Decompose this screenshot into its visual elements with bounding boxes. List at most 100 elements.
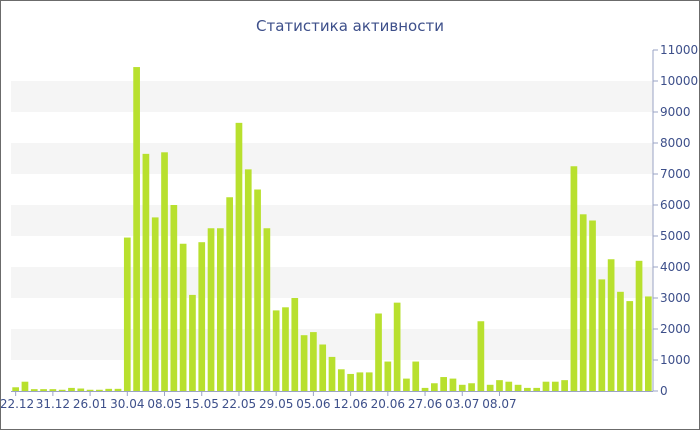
x-tick-label: 27.06 [408, 397, 442, 411]
x-tick-label: 22.05 [222, 397, 256, 411]
bar [468, 383, 475, 391]
y-tick-label: 2000 [660, 322, 691, 336]
y-tick-label: 5000 [660, 229, 691, 243]
grid-bands [11, 81, 653, 360]
bar [161, 152, 168, 391]
y-tick-label: 4000 [660, 260, 691, 274]
bar [142, 153, 150, 391]
bar [524, 387, 531, 391]
bar [617, 291, 624, 391]
bar [21, 381, 29, 391]
grid-band [11, 329, 653, 360]
x-tick-label: 29.05 [259, 397, 293, 411]
bar [133, 67, 140, 392]
y-tick-label: 6000 [660, 198, 691, 212]
bar [533, 387, 541, 391]
bar [440, 377, 447, 391]
y-tick-label: 9000 [660, 105, 691, 119]
bar [272, 310, 280, 391]
grid-band [11, 81, 653, 112]
bar [77, 388, 85, 391]
bar [179, 243, 187, 391]
bar [626, 301, 634, 391]
bar [291, 298, 299, 391]
y-tick-label: 11000 [660, 43, 698, 57]
bar [86, 389, 94, 391]
y-tick-label: 1000 [660, 353, 691, 367]
bar [123, 237, 131, 391]
bar [254, 189, 261, 391]
bar [635, 260, 643, 391]
bar [337, 369, 345, 391]
chart-title: Статистика активности [256, 17, 444, 35]
x-tick-label: 03.07 [445, 397, 479, 411]
bar [365, 372, 373, 391]
bar [375, 313, 382, 391]
y-tick-label: 0 [660, 384, 668, 398]
y-axis-ticks: 0 1000 2000 3000 4000 5000 6000 7000 8000 9000 100… [652, 43, 698, 398]
bar [207, 228, 215, 391]
x-tick-label: 08.05 [147, 397, 181, 411]
bars-group [12, 67, 652, 392]
bar [170, 205, 178, 391]
bar [542, 381, 550, 391]
grid-band [11, 267, 653, 298]
grid-band [11, 143, 653, 174]
bar [12, 387, 19, 391]
bar [477, 321, 485, 391]
bar [244, 169, 252, 391]
bar [105, 388, 113, 391]
bar [458, 384, 466, 391]
bar [217, 228, 224, 391]
x-tick-label: 20.06 [371, 397, 405, 411]
y-tick-label: 3000 [660, 291, 691, 305]
y-tick-label: 10000 [660, 74, 698, 88]
bar [514, 384, 522, 391]
bar [645, 296, 652, 391]
bar [263, 228, 271, 391]
bar [384, 361, 392, 391]
bar [300, 335, 308, 391]
bar [412, 361, 420, 391]
bar [319, 344, 327, 391]
bar [96, 389, 103, 391]
bar [421, 387, 429, 391]
bar [598, 279, 606, 391]
bar [393, 302, 401, 391]
x-tick-label: 15.05 [185, 397, 219, 411]
bar [30, 389, 38, 391]
y-tick-label: 7000 [660, 167, 691, 181]
x-tick-label: 30.04 [110, 397, 144, 411]
bar [607, 259, 615, 391]
bar [68, 387, 75, 391]
x-tick-label: 22.12 [1, 397, 34, 411]
bar [282, 307, 289, 391]
bar [189, 294, 196, 391]
x-tick-label: 31.12 [36, 397, 70, 411]
bar [347, 373, 354, 391]
bar [58, 389, 66, 391]
x-tick-label: 26.01 [73, 397, 107, 411]
bar [579, 214, 587, 391]
bar [505, 381, 513, 391]
bar [114, 388, 122, 391]
bar [40, 389, 47, 391]
bar [198, 242, 206, 391]
x-tick-label: 12.06 [333, 397, 367, 411]
bar [403, 378, 410, 391]
bar [235, 122, 243, 391]
bar [356, 372, 364, 391]
bar [486, 384, 494, 391]
bar [496, 380, 503, 391]
bar [449, 378, 457, 391]
bar [328, 356, 336, 391]
grid-band [11, 205, 653, 236]
bar [151, 217, 159, 391]
bar [570, 166, 578, 391]
x-tick-label: 05.06 [296, 397, 330, 411]
bar [49, 389, 57, 391]
bar [310, 332, 317, 391]
bar [561, 380, 568, 391]
y-tick-label: 8000 [660, 136, 691, 150]
